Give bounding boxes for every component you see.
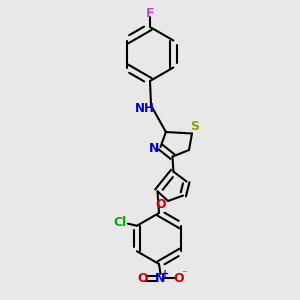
Text: F: F [146, 7, 154, 20]
Text: O: O [174, 272, 184, 285]
Text: N: N [149, 142, 159, 155]
Text: S: S [190, 120, 200, 134]
Text: O: O [138, 272, 148, 285]
Text: +: + [161, 268, 170, 279]
Text: O: O [155, 197, 166, 211]
Text: ⁻: ⁻ [181, 269, 187, 279]
Text: N: N [155, 272, 166, 285]
Text: Cl: Cl [114, 216, 127, 229]
Text: NH: NH [134, 101, 154, 115]
